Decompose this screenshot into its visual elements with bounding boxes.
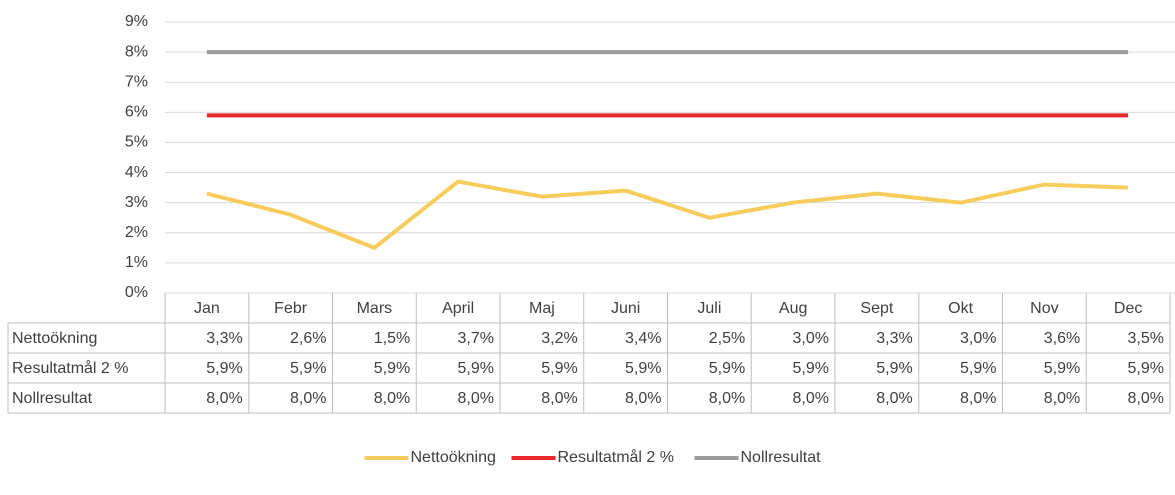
table-value: 5,9% bbox=[1128, 360, 1164, 377]
x-tick-label: Dec bbox=[1114, 300, 1142, 317]
y-tick-label: 5% bbox=[125, 134, 148, 151]
table-value: 8,0% bbox=[541, 390, 577, 407]
table-value: 1,5% bbox=[374, 330, 410, 347]
table-value: 8,0% bbox=[793, 390, 829, 407]
table-value: 5,9% bbox=[541, 360, 577, 377]
x-tick-label: Okt bbox=[948, 300, 973, 317]
y-tick-label: 8% bbox=[125, 43, 148, 60]
x-tick-label: Sept bbox=[860, 300, 893, 317]
x-tick-label: Aug bbox=[779, 300, 807, 317]
table-value: 8,0% bbox=[1044, 390, 1080, 407]
series-line bbox=[206, 179, 1129, 250]
table-value: 5,9% bbox=[960, 360, 996, 377]
table-value: 3,6% bbox=[1044, 330, 1080, 347]
table-value: 8,0% bbox=[625, 390, 661, 407]
table-value: 8,0% bbox=[1128, 390, 1164, 407]
x-tick-label: Juni bbox=[611, 300, 640, 317]
table-row-label: Nollresultat bbox=[12, 390, 93, 407]
table-value: 5,9% bbox=[206, 360, 242, 377]
table-row-label: Resultatmål 2 % bbox=[12, 359, 129, 377]
table-value: 8,0% bbox=[960, 390, 996, 407]
table-value: 5,9% bbox=[374, 360, 410, 377]
table-value: 5,9% bbox=[290, 360, 326, 377]
x-tick-label: April bbox=[442, 300, 474, 317]
table-value: 8,0% bbox=[374, 390, 410, 407]
table-value: 5,9% bbox=[709, 360, 745, 377]
legend-label: Resultatmål 2 % bbox=[558, 448, 675, 466]
table-value: 3,3% bbox=[876, 330, 912, 347]
table-row-label: Nettoökning bbox=[12, 330, 97, 347]
table-value: 3,3% bbox=[206, 330, 242, 347]
y-tick-label: 0% bbox=[125, 284, 148, 301]
x-tick-label: Nov bbox=[1030, 300, 1058, 317]
table-value: 2,5% bbox=[709, 330, 745, 347]
table-value: 8,0% bbox=[206, 390, 242, 407]
y-tick-label: 4% bbox=[125, 164, 148, 181]
table-value: 5,9% bbox=[458, 360, 494, 377]
y-tick-label: 1% bbox=[125, 254, 148, 271]
table-value: 5,9% bbox=[625, 360, 661, 377]
y-tick-label: 2% bbox=[125, 224, 148, 241]
table-value: 3,5% bbox=[1128, 330, 1164, 347]
x-tick-label: Mars bbox=[357, 300, 393, 317]
table-value: 8,0% bbox=[290, 390, 326, 407]
x-tick-label: Jan bbox=[194, 300, 220, 317]
legend-label: Nollresultat bbox=[741, 449, 822, 466]
table-value: 2,6% bbox=[290, 330, 326, 347]
y-tick-label: 7% bbox=[125, 73, 148, 90]
y-tick-label: 9% bbox=[125, 13, 148, 30]
table-value: 8,0% bbox=[709, 390, 745, 407]
legend-label: Nettoökning bbox=[411, 449, 496, 466]
table-value: 8,0% bbox=[876, 390, 912, 407]
table-value: 8,0% bbox=[458, 390, 494, 407]
x-tick-label: Juli bbox=[697, 300, 721, 317]
table-value: 3,4% bbox=[625, 330, 661, 347]
x-tick-label: Maj bbox=[529, 300, 555, 317]
y-tick-label: 3% bbox=[125, 194, 148, 211]
table-value: 5,9% bbox=[793, 360, 829, 377]
table-value: 5,9% bbox=[1044, 360, 1080, 377]
table-value: 3,2% bbox=[541, 330, 577, 347]
table-value: 5,9% bbox=[876, 360, 912, 377]
x-tick-label: Febr bbox=[274, 300, 308, 317]
table-value: 3,7% bbox=[458, 330, 494, 347]
table-value: 3,0% bbox=[793, 330, 829, 347]
table-value: 3,0% bbox=[960, 330, 996, 347]
y-tick-label: 6% bbox=[125, 104, 148, 121]
